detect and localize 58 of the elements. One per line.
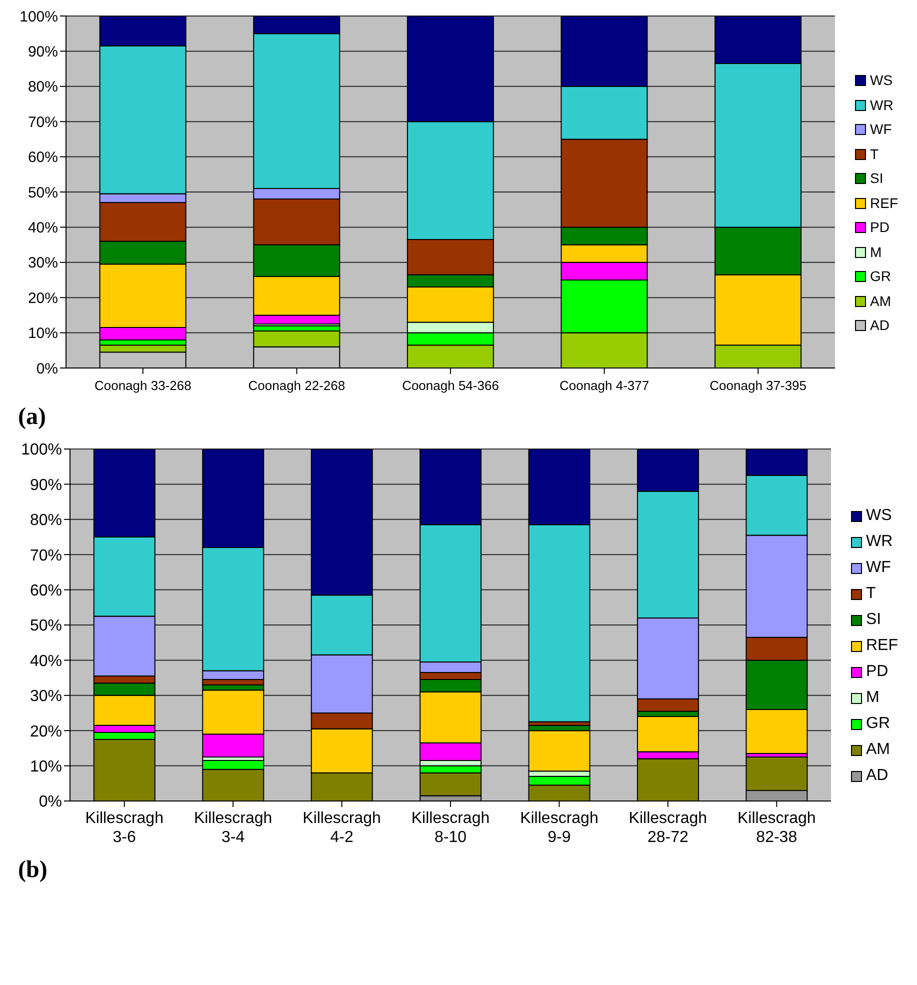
legend-label: AD bbox=[870, 316, 890, 336]
legend-label: WF bbox=[870, 120, 892, 140]
y-tick-label: 60% bbox=[28, 149, 58, 166]
x-tick-label: Killescragh 9-9 bbox=[520, 810, 598, 846]
legend-label: WF bbox=[866, 558, 891, 578]
y-tick-label: 0% bbox=[36, 360, 58, 378]
y-tick-label: 30% bbox=[30, 688, 62, 706]
legend-label: AD bbox=[866, 766, 888, 786]
legend-label: AM bbox=[866, 740, 890, 760]
y-tick-label: 20% bbox=[30, 723, 62, 740]
legend-label: T bbox=[866, 584, 876, 604]
legend-label: REF bbox=[870, 194, 898, 213]
legend-label: PD bbox=[870, 218, 890, 238]
x-tick-label: Coonagh 33-268 bbox=[94, 378, 192, 393]
y-tick-label: 0% bbox=[38, 794, 62, 811]
y-tick-label: 10% bbox=[30, 758, 62, 776]
legend-label: PD bbox=[866, 662, 888, 682]
legend-label: AM bbox=[870, 292, 891, 311]
x-tick-label: Killescragh 3-6 bbox=[85, 810, 164, 846]
y-tick-label: 70% bbox=[30, 547, 62, 564]
legend-label: GR bbox=[870, 267, 891, 286]
legend-label: T bbox=[870, 144, 879, 164]
x-tick-label: Coonagh 22-268 bbox=[248, 378, 346, 393]
x-tick-label: Coonagh 54-366 bbox=[402, 378, 499, 393]
x-tick-label: Killescragh 28-72 bbox=[628, 810, 708, 846]
y-tick-label: 20% bbox=[28, 290, 58, 307]
y-tick-label: 50% bbox=[30, 618, 62, 635]
legend-label: M bbox=[866, 688, 880, 708]
y-tick-label: 80% bbox=[28, 78, 58, 96]
legend-label: WS bbox=[870, 71, 893, 90]
y-tick-label: 80% bbox=[30, 512, 62, 530]
y-tick-label: 100% bbox=[21, 442, 62, 459]
text: (b) bbox=[18, 857, 48, 884]
x-tick-label: Killescragh 4-2 bbox=[302, 810, 381, 846]
x-tick-label: Coonagh 4-377 bbox=[559, 378, 650, 393]
legend-label: WR bbox=[870, 96, 894, 115]
y-tick-label: 40% bbox=[28, 220, 58, 237]
y-tick-label: 10% bbox=[28, 325, 58, 342]
y-tick-label: 90% bbox=[30, 476, 62, 494]
legend-label: WS bbox=[866, 506, 892, 526]
y-tick-label: 70% bbox=[28, 114, 58, 131]
x-tick-label: Killescragh 8-10 bbox=[411, 810, 490, 846]
y-tick-label: 100% bbox=[20, 8, 58, 26]
legend-label: SI bbox=[866, 610, 882, 630]
y-tick-label: 40% bbox=[30, 652, 62, 670]
legend-label: REF bbox=[866, 636, 898, 656]
legend-label: M bbox=[870, 242, 882, 262]
y-tick-label: 30% bbox=[28, 254, 58, 272]
legend-label: GR bbox=[866, 714, 890, 734]
legend-label: SI bbox=[870, 169, 884, 188]
y-tick-label: 50% bbox=[28, 184, 58, 202]
legend-label: WR bbox=[866, 532, 893, 552]
x-tick-label: Killescragh 82-38 bbox=[738, 810, 816, 846]
y-tick-label: 60% bbox=[30, 582, 62, 600]
text: (a) bbox=[18, 404, 47, 431]
x-tick-label: Killescragh 3-4 bbox=[194, 810, 272, 846]
y-tick-label: 90% bbox=[28, 44, 58, 61]
x-tick-label: Coonagh 37-395 bbox=[710, 378, 807, 393]
